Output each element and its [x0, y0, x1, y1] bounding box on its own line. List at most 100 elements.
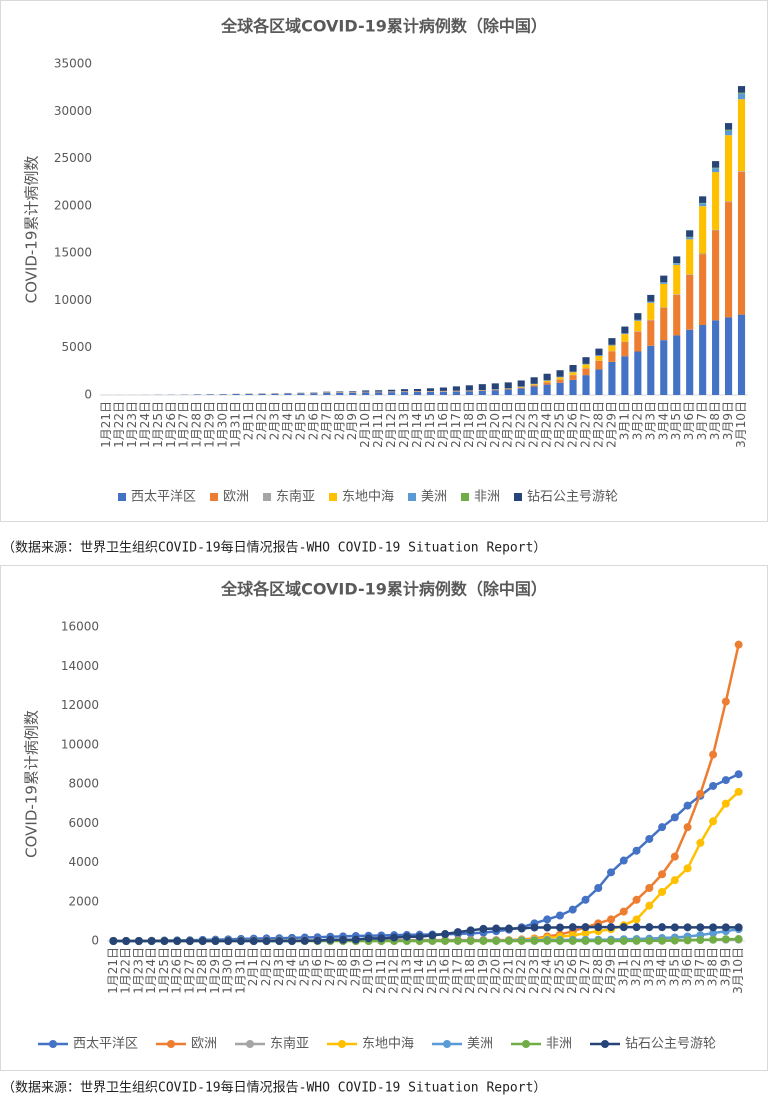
x-tick-label: 2月28日	[591, 947, 605, 994]
x-tick-label: 2月9日	[348, 947, 362, 986]
y-tick-label: 25000	[54, 151, 92, 165]
bar-segment	[621, 333, 629, 335]
data-point	[670, 936, 679, 945]
bar-segment	[491, 383, 499, 390]
bar-segment	[556, 370, 564, 377]
data-point	[504, 924, 513, 933]
bar-segment	[699, 206, 707, 254]
x-tick-label: 1月24日	[144, 947, 158, 994]
data-point	[364, 934, 373, 943]
bar-segment	[647, 301, 655, 303]
x-tick-label: 3月10日	[734, 401, 748, 448]
bar-segment	[686, 237, 694, 240]
bar-segment	[608, 344, 616, 346]
y-tick-label: 0	[91, 934, 99, 948]
bar-segment	[660, 340, 668, 395]
bar-segment	[375, 390, 383, 392]
bar-segment	[621, 326, 629, 334]
data-point	[236, 937, 245, 945]
data-point	[721, 935, 730, 944]
legend-swatch	[263, 493, 271, 501]
bar-segment	[737, 314, 746, 395]
x-tick-label: 3月7日	[695, 401, 709, 440]
x-tick-label: 2月8日	[336, 947, 350, 986]
x-tick-label: 3月7日	[693, 947, 707, 986]
data-point	[288, 937, 297, 945]
x-tick-label: 3月4日	[655, 947, 669, 986]
bar-segment	[258, 393, 266, 395]
x-tick-label: 2月3日	[272, 947, 286, 986]
bar-segment	[673, 335, 681, 395]
x-tick-label: 3月2日	[629, 947, 643, 986]
x-tick-label: 1月30日	[221, 947, 235, 994]
bar-segment	[724, 317, 733, 395]
data-point	[607, 923, 616, 932]
x-tick-label: 2月13日	[399, 947, 413, 994]
data-point	[594, 936, 603, 945]
x-tick-label: 2月28日	[591, 401, 605, 448]
bar-segment	[219, 394, 227, 395]
legend-swatch	[118, 493, 126, 501]
bar-segment	[608, 345, 616, 352]
data-point	[709, 781, 718, 790]
bar-segment	[724, 201, 733, 203]
x-tick-label: 2月21日	[501, 947, 515, 994]
x-tick-label: 1月31日	[233, 947, 247, 994]
data-point	[607, 915, 616, 924]
bar-segment	[737, 99, 746, 172]
x-tick-label: 2月17日	[449, 401, 463, 448]
bar-segment	[647, 302, 655, 320]
legend-swatch	[408, 493, 416, 501]
bar-segment	[621, 334, 629, 342]
bar-segment	[465, 391, 473, 395]
x-tick-label: 2月9日	[345, 401, 359, 440]
data-point	[109, 937, 118, 945]
bar-segment	[595, 355, 603, 356]
bar-segment	[400, 389, 409, 392]
x-tick-label: 3月1日	[617, 401, 631, 440]
bar-segment	[660, 283, 668, 308]
x-tick-label: 1月26日	[164, 401, 178, 448]
data-point	[709, 929, 718, 938]
x-tick-label: 3月6日	[680, 947, 694, 986]
data-point	[543, 923, 552, 932]
x-tick-label: 1月29日	[208, 947, 222, 994]
data-point	[683, 864, 692, 873]
data-point	[632, 936, 641, 945]
x-tick-label: 1月25日	[151, 401, 165, 448]
bar-segment	[634, 320, 642, 332]
x-tick-label: 2月4日	[285, 947, 299, 986]
bar-segment	[595, 360, 603, 370]
bar-segment	[517, 386, 525, 388]
bar-segment	[543, 382, 551, 385]
x-tick-label: 2月11日	[371, 401, 385, 448]
legend-label: 美洲	[421, 490, 447, 505]
x-tick-label: 1月27日	[177, 401, 191, 448]
data-point	[390, 933, 399, 942]
bar-segment	[413, 391, 422, 395]
bar-segment	[737, 92, 746, 94]
bar-segment	[517, 388, 525, 395]
data-point	[709, 817, 718, 826]
bar-segment	[634, 313, 642, 320]
data-point	[377, 934, 386, 943]
data-point	[645, 936, 654, 945]
data-point	[479, 936, 488, 945]
x-tick-label: 2月4日	[280, 401, 294, 440]
y-tick-label: 4000	[68, 855, 99, 869]
x-tick-label: 1月23日	[125, 401, 139, 448]
y-tick-label: 2000	[68, 894, 99, 908]
data-point	[696, 789, 705, 798]
x-tick-label: 3月6日	[682, 401, 696, 440]
data-point	[709, 923, 718, 932]
x-tick-label: 1月22日	[112, 401, 126, 448]
x-tick-label: 2月6日	[310, 947, 324, 986]
bar-segment	[452, 391, 460, 395]
bar-segment	[582, 368, 590, 376]
data-point	[645, 901, 654, 910]
bar-segment	[530, 385, 538, 387]
source-note: （数据来源：世界卫生组织COVID-19每日情况报告-WHO COVID-19 …	[2, 540, 546, 556]
x-tick-label: 3月1日	[616, 947, 630, 986]
data-point	[607, 936, 616, 945]
bar-segment	[712, 168, 720, 173]
